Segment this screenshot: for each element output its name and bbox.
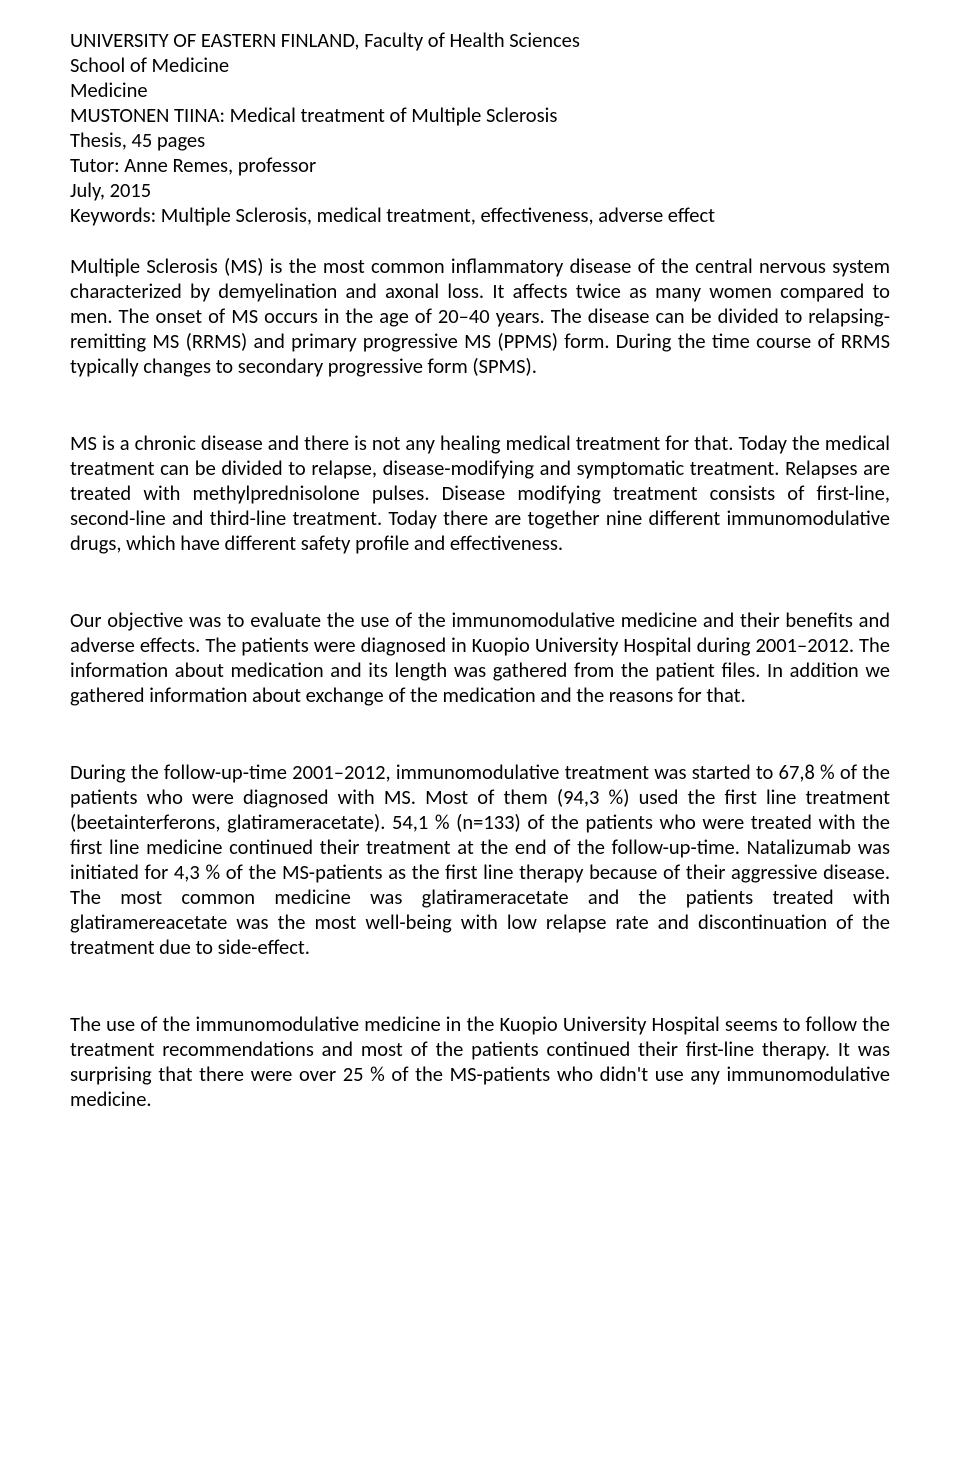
- abstract-paragraph-5: The use of the immunomodulative medicine…: [70, 1012, 890, 1112]
- tutor-line: Tutor: Anne Remes, professor: [70, 153, 890, 178]
- abstract-header: UNIVERSITY OF EASTERN FINLAND, Faculty o…: [70, 28, 890, 228]
- abstract-paragraph-3: Our objective was to evaluate the use of…: [70, 608, 890, 708]
- document-page: UNIVERSITY OF EASTERN FINLAND, Faculty o…: [0, 0, 960, 1152]
- university-line: UNIVERSITY OF EASTERN FINLAND, Faculty o…: [70, 28, 890, 53]
- author-title-line: MUSTONEN TIINA: Medical treatment of Mul…: [70, 103, 890, 128]
- abstract-paragraph-2: MS is a chronic disease and there is not…: [70, 431, 890, 556]
- abstract-paragraph-4: During the follow-up-time 2001–2012, imm…: [70, 760, 890, 960]
- medicine-line: Medicine: [70, 78, 890, 103]
- school-line: School of Medicine: [70, 53, 890, 78]
- thesis-pages-line: Thesis, 45 pages: [70, 128, 890, 153]
- abstract-paragraph-1: Multiple Sclerosis (MS) is the most comm…: [70, 254, 890, 379]
- keywords-line: Keywords: Multiple Sclerosis, medical tr…: [70, 203, 890, 228]
- date-line: July, 2015: [70, 178, 890, 203]
